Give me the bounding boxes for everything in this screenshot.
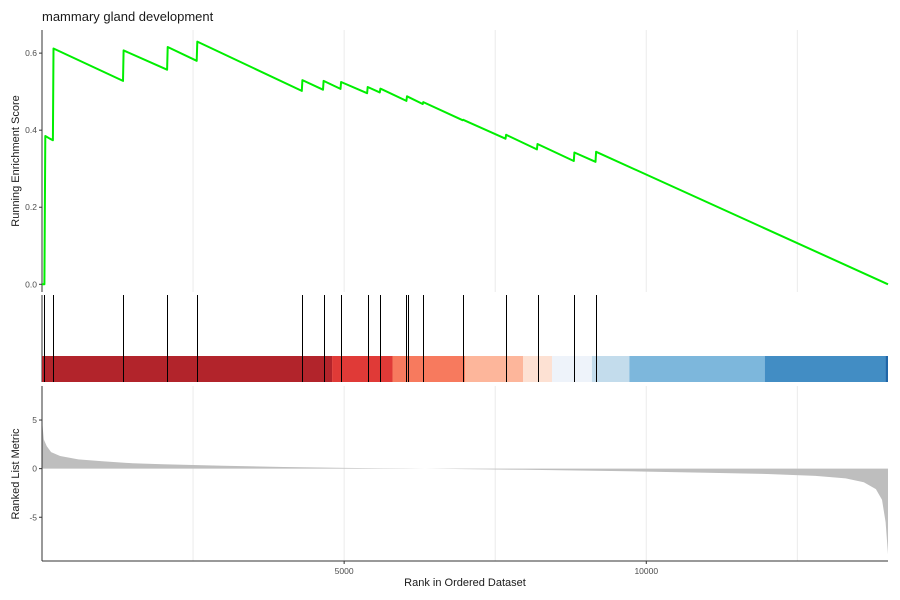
colorbar-segment [332,356,393,382]
x-axis-title: Rank in Ordered Dataset [404,577,526,589]
ranked-y-tick-label: 0 [32,464,37,474]
enrichment-y-tick-label: 0.0 [25,279,37,289]
enrichment-panel: 0.0 0.2 0.4 0.6 Running Enrichment Score [10,30,889,292]
colorbar-segment [629,356,765,382]
chart-title: mammary gland development [42,9,214,24]
enrichment-score-line [42,40,889,286]
ranked-y-axis-title: Ranked List Metric [10,428,22,520]
colorbar-segment [764,356,886,382]
colorbar-segment [552,356,592,382]
ranked-metric-area [42,420,888,555]
colorbar-segment [591,356,630,382]
ranked-y-ticks: -5 0 5 [29,415,42,522]
ranked-list-panel: -5 0 5 5000 10000 Ranked List Metric Rank i… [10,386,888,589]
colorbar-segment [885,356,888,382]
x-tick-label: 10000 [634,566,658,576]
ranked-y-tick-label: 5 [32,415,37,425]
hit-lines [44,295,597,382]
ranked-y-tick-label: -5 [29,512,37,522]
grid-lines [192,30,798,561]
x-ticks: 5000 10000 [335,561,658,576]
colorbar-segment [392,356,465,382]
colorbar-segment [465,356,524,382]
enrichment-y-tick-label: 0.4 [25,125,37,135]
rank-colorbar [42,356,888,382]
enrichment-y-axis-title: Running Enrichment Score [10,95,22,226]
colorbar-segment [523,356,553,382]
hit-marker-panel [41,295,888,382]
x-tick-label: 5000 [335,566,354,576]
enrichment-y-tick-label: 0.6 [25,48,37,58]
enrichment-y-ticks: 0.0 0.2 0.4 0.6 [25,48,42,289]
enrichment-y-tick-label: 0.2 [25,202,37,212]
colorbar-segment [42,356,333,382]
